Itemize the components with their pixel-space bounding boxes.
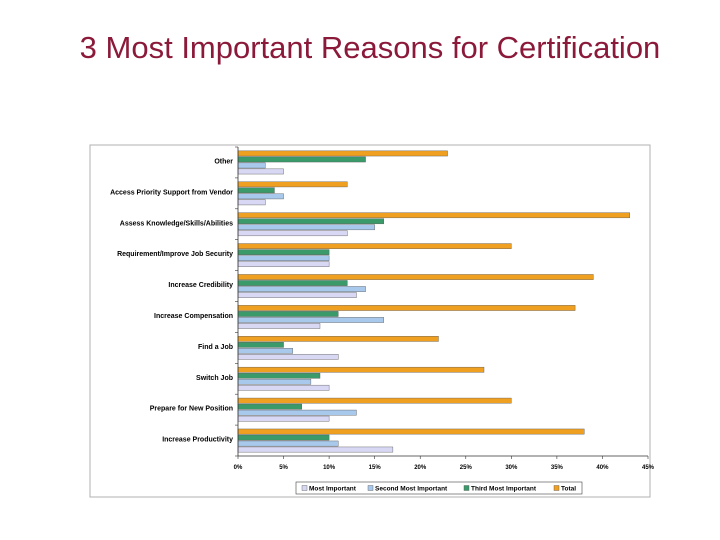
bar	[237, 199, 266, 206]
bar	[237, 372, 321, 379]
bar	[237, 249, 330, 255]
x-tick-label: 25%	[460, 465, 473, 471]
category-label: Requirement/Improve Job Security	[117, 251, 233, 258]
legend-swatch	[367, 485, 374, 491]
x-tick-label: 20%	[414, 465, 427, 471]
bar	[237, 446, 394, 453]
bar	[237, 440, 339, 447]
bar	[237, 354, 339, 360]
category-label: Access Priority Support from Vendor	[110, 189, 233, 196]
legend-entry: Total	[561, 486, 576, 493]
x-tick-label: 10%	[323, 465, 336, 471]
bar	[237, 168, 284, 175]
bar	[237, 292, 357, 298]
x-tick-label: 5%	[279, 465, 288, 471]
bar	[237, 156, 366, 163]
x-tick-label: 40%	[596, 465, 609, 471]
bar	[237, 243, 512, 249]
bar	[237, 317, 384, 323]
plot-area: Other Access Priority Support from Vendor…	[110, 146, 655, 471]
bar	[237, 397, 512, 404]
category-label: Assess Knowledge/Skills/Abilities	[120, 220, 233, 227]
bar	[237, 274, 594, 280]
category-label: Other	[214, 158, 233, 165]
x-tick-label: 15%	[369, 465, 382, 471]
bar	[237, 212, 630, 219]
bar	[237, 255, 330, 261]
bar	[237, 434, 330, 441]
bar	[237, 261, 330, 267]
bar	[237, 230, 348, 237]
bar	[237, 181, 348, 188]
slide-title: 3 Most Important Reasons for Certificati…	[79, 30, 661, 65]
x-tick-label: 35%	[551, 465, 564, 471]
bar	[237, 348, 293, 354]
bar	[237, 150, 448, 157]
legend-entry: Second Most Important	[375, 486, 448, 493]
legend-entry: Third Most Important	[471, 486, 537, 493]
bar	[237, 218, 384, 225]
category-label: Increase Compensation	[154, 313, 233, 320]
bar	[237, 409, 357, 416]
legend-box	[295, 481, 583, 495]
bar	[237, 323, 321, 329]
category-label: Increase Credibility	[168, 282, 233, 289]
legend: Most Important Second Most Important Third…	[295, 481, 583, 495]
category-label: Prepare for New Position	[150, 406, 233, 413]
bar	[237, 378, 312, 385]
bar	[237, 403, 302, 410]
category-label: Find a Job	[198, 344, 233, 351]
bar	[237, 384, 330, 391]
category-label: Increase Productivity	[162, 437, 233, 444]
bar	[237, 280, 348, 286]
bar	[237, 428, 585, 435]
bar	[237, 342, 284, 348]
bar	[237, 366, 485, 373]
bar	[237, 187, 275, 194]
bar	[237, 224, 375, 231]
category-label: Switch Job	[196, 375, 233, 382]
bar	[237, 286, 366, 292]
legend-entry: Most Important	[309, 486, 357, 493]
bar	[237, 305, 576, 311]
legend-swatch	[301, 485, 308, 491]
bar	[237, 311, 339, 317]
x-tick-label: 30%	[505, 465, 518, 471]
x-tick-label: 0%	[234, 465, 243, 471]
legend-swatch	[463, 485, 470, 491]
x-tick-label: 45%	[642, 465, 655, 471]
legend-swatch	[553, 485, 560, 491]
bar	[237, 415, 330, 422]
bar	[237, 162, 266, 169]
bar	[237, 336, 439, 342]
bar	[237, 193, 284, 200]
